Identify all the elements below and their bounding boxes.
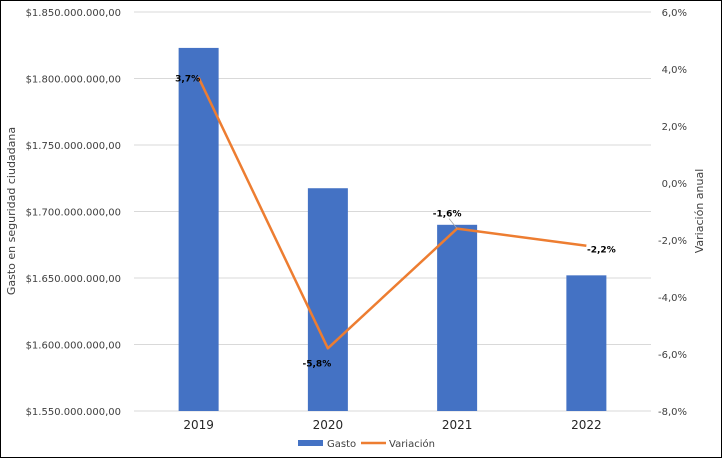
data-label: -1,6%	[433, 210, 462, 220]
bar-2022	[566, 275, 607, 411]
bar-2021	[437, 224, 478, 411]
bars	[178, 47, 607, 411]
x-axis: 2019 2020 2021 2022	[183, 418, 601, 432]
legend-label-variacion: Variación	[389, 438, 435, 450]
right-axis: -8,0% -6,0% -4,0% -2,0% 0,0% 2,0% 4,0% 6,0%	[658, 8, 687, 418]
legend-swatch-gasto	[298, 440, 323, 446]
bar-2019	[178, 47, 219, 411]
y-tick-label: $1.800.000.000,00	[26, 75, 121, 86]
data-label: -5,8%	[303, 359, 332, 369]
data-labels: 3,7% -5,8% -1,6% -2,2%	[175, 75, 616, 370]
y-tick-label: $1.750.000.000,00	[26, 141, 121, 152]
x-tick-label: 2019	[183, 418, 214, 432]
left-axis: $1.550.000.000,00 $1.600.000.000,00 $1.650…	[26, 8, 121, 418]
data-label: -2,2%	[587, 246, 616, 256]
y2-tick-label: -8,0%	[658, 407, 687, 418]
bar-2020	[307, 188, 348, 411]
y2-tick-label: -2,0%	[658, 236, 687, 247]
variation-line	[197, 77, 587, 350]
gridlines	[134, 11, 651, 412]
y-tick-label: $1.600.000.000,00	[26, 341, 121, 352]
y2-tick-label: -4,0%	[658, 293, 687, 304]
y2-tick-label: 0,0%	[662, 179, 687, 190]
y-tick-label: $1.700.000.000,00	[26, 208, 121, 219]
left-axis-title: Gasto en seguridad ciudadana	[5, 127, 18, 295]
legend-label-gasto: Gasto	[327, 439, 356, 450]
y-tick-label: $1.650.000.000,00	[26, 274, 121, 285]
y2-tick-label: 6,0%	[662, 8, 687, 19]
y-tick-label: $1.850.000.000,00	[26, 8, 121, 19]
y2-tick-label: -6,0%	[658, 350, 687, 361]
x-tick-label: 2021	[442, 418, 473, 432]
x-tick-label: 2020	[313, 418, 344, 432]
right-axis-title: Variación anual	[693, 169, 706, 254]
legend: Gasto Variación	[298, 438, 435, 450]
y2-tick-label: 4,0%	[662, 65, 687, 76]
y-tick-label: $1.550.000.000,00	[26, 407, 121, 418]
x-tick-label: 2022	[571, 418, 602, 432]
y2-tick-label: 2,0%	[662, 122, 687, 133]
line-series-variacion	[197, 77, 587, 350]
leader-line	[448, 218, 458, 229]
data-label: 3,7%	[175, 75, 200, 85]
